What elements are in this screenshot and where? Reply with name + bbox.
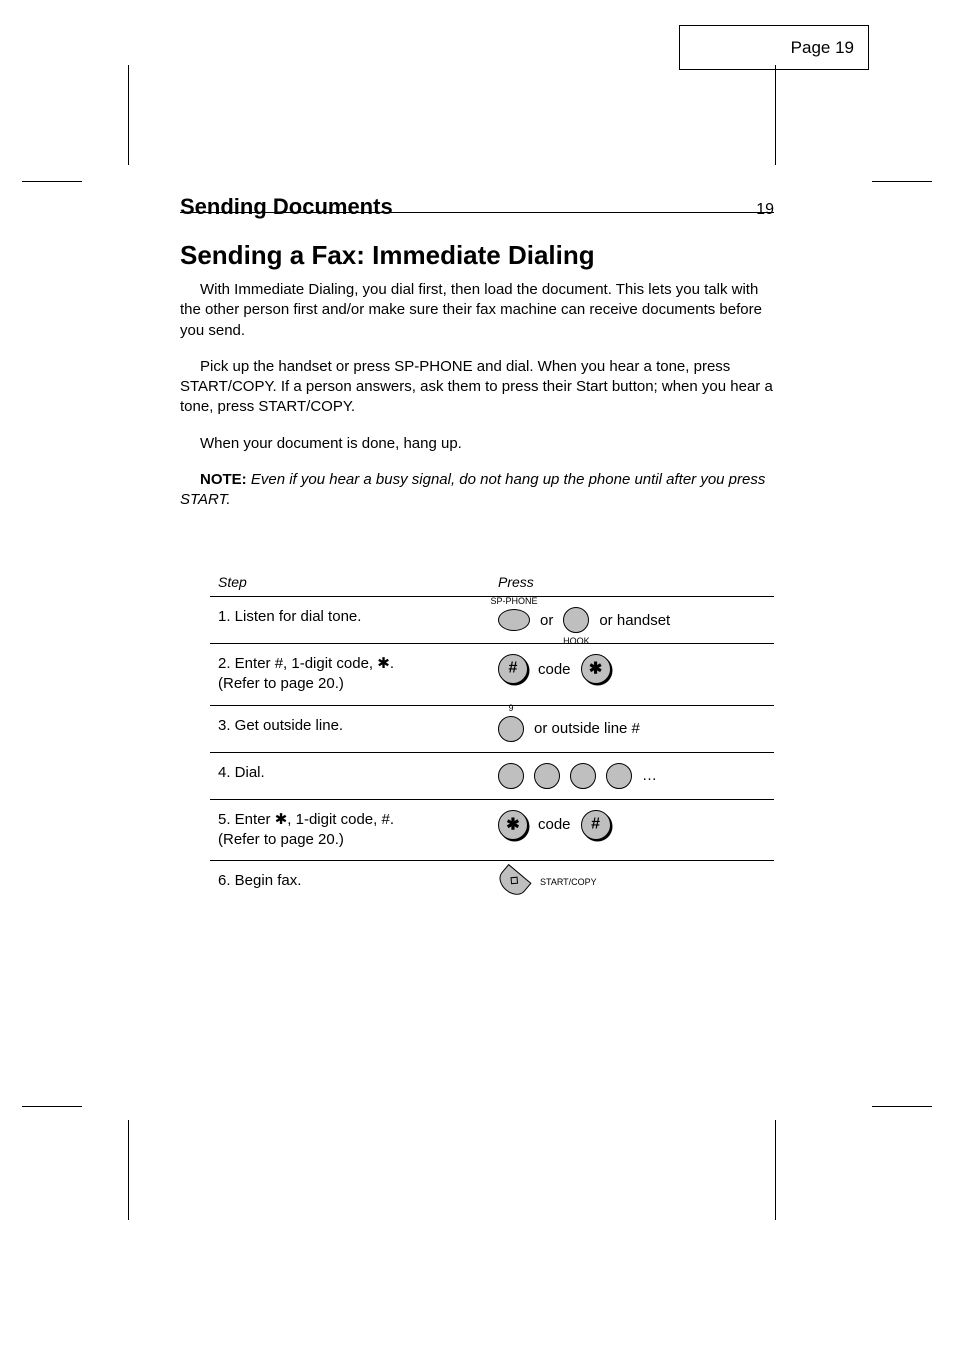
key-label: SP-PHONE	[490, 596, 537, 606]
step-text: 1. Listen for dial tone.	[218, 607, 498, 627]
press-cell: START/COPY	[498, 871, 774, 893]
hook-key: HOOK	[563, 607, 589, 633]
key-separator-text: or	[540, 612, 553, 629]
table-header: Step Press	[210, 570, 774, 596]
key-glyph: #	[509, 660, 518, 678]
press-cell: 9 or outside line #	[498, 716, 774, 742]
star-key: ✱	[581, 654, 611, 684]
press-cell: …	[498, 763, 774, 789]
key-label: START/COPY	[540, 877, 597, 887]
steps-table: Step Press 1. Listen for dial tone.SP-PH…	[210, 570, 774, 903]
hash-key: #	[498, 654, 528, 684]
table-row: 2. Enter #, 1-digit code, ✱.(Refer to pa…	[210, 644, 774, 705]
nine-key: 9	[498, 716, 524, 742]
crop-mark	[128, 65, 129, 165]
header-title: Sending Documents	[180, 194, 393, 220]
press-cell: SP-PHONE or HOOK or handset	[498, 607, 774, 633]
press-cell: ✱ code #	[498, 810, 774, 840]
note-text: Even if you hear a busy signal, do not h…	[180, 471, 765, 508]
hash-key-2: #	[581, 810, 611, 840]
digit-key-1	[498, 763, 524, 789]
note-paragraph: NOTE: Even if you hear a busy signal, do…	[180, 470, 774, 511]
press-cell: # code ✱	[498, 654, 774, 684]
crop-mark	[775, 1120, 776, 1220]
crop-mark	[872, 181, 932, 182]
star-key-2: ✱	[498, 810, 528, 840]
header-rule	[180, 212, 774, 213]
key-glyph: ✱	[589, 659, 602, 679]
step-text: 5. Enter ✱, 1-digit code, #.(Refer to pa…	[218, 810, 498, 851]
crop-mark	[22, 181, 82, 182]
key-glyph: ✱	[506, 814, 519, 834]
table-header-step: Step	[218, 574, 498, 590]
step-text: 2. Enter #, 1-digit code, ✱.(Refer to pa…	[218, 654, 498, 695]
key-separator-text: or handset	[599, 612, 670, 629]
step-text: 6. Begin fax.	[218, 871, 498, 891]
key-separator-text: code	[538, 816, 571, 833]
key-label: 9	[508, 703, 513, 713]
body-text: With Immediate Dialing, you dial first, …	[180, 280, 774, 526]
table-row: 6. Begin fax. START/COPY	[210, 861, 774, 903]
page-number-box: Page 19	[679, 25, 869, 70]
section-title: Sending a Fax: Immediate Dialing	[180, 240, 595, 271]
crop-mark	[22, 1106, 82, 1107]
running-header: Sending Documents 19	[180, 194, 774, 220]
table-row: 3. Get outside line.9or outside line #	[210, 706, 774, 752]
crop-mark	[872, 1106, 932, 1107]
table-header-press: Press	[498, 574, 774, 590]
key-separator-text: code	[538, 661, 571, 678]
step-text: 4. Dial.	[218, 763, 498, 783]
start-key	[494, 864, 531, 900]
step-text: 3. Get outside line.	[218, 716, 498, 736]
sp-phone-key: SP-PHONE	[498, 609, 530, 631]
paragraph: When your document is done, hang up.	[180, 434, 774, 454]
table-row: 1. Listen for dial tone.SP-PHONEorHOOKor…	[210, 597, 774, 643]
key-glyph: #	[591, 815, 600, 833]
digit-key-3	[570, 763, 596, 789]
paragraph: With Immediate Dialing, you dial first, …	[180, 280, 774, 341]
crop-mark	[128, 1120, 129, 1220]
page-number-box-label: Page 19	[791, 38, 854, 58]
key-separator-text: or outside line #	[534, 720, 640, 737]
paragraph: Pick up the handset or press SP-PHONE an…	[180, 357, 774, 418]
key-label: HOOK	[563, 636, 590, 646]
header-page-number: 19	[756, 201, 774, 219]
digit-key-4	[606, 763, 632, 789]
page: Page 19 Sending Documents 19 Sending a F…	[0, 0, 954, 1351]
crop-mark	[775, 65, 776, 165]
table-row: 5. Enter ✱, 1-digit code, #.(Refer to pa…	[210, 800, 774, 861]
note-label: NOTE:	[200, 471, 247, 488]
digit-key-2	[534, 763, 560, 789]
key-separator-text: …	[642, 767, 657, 784]
table-row: 4. Dial. …	[210, 753, 774, 799]
